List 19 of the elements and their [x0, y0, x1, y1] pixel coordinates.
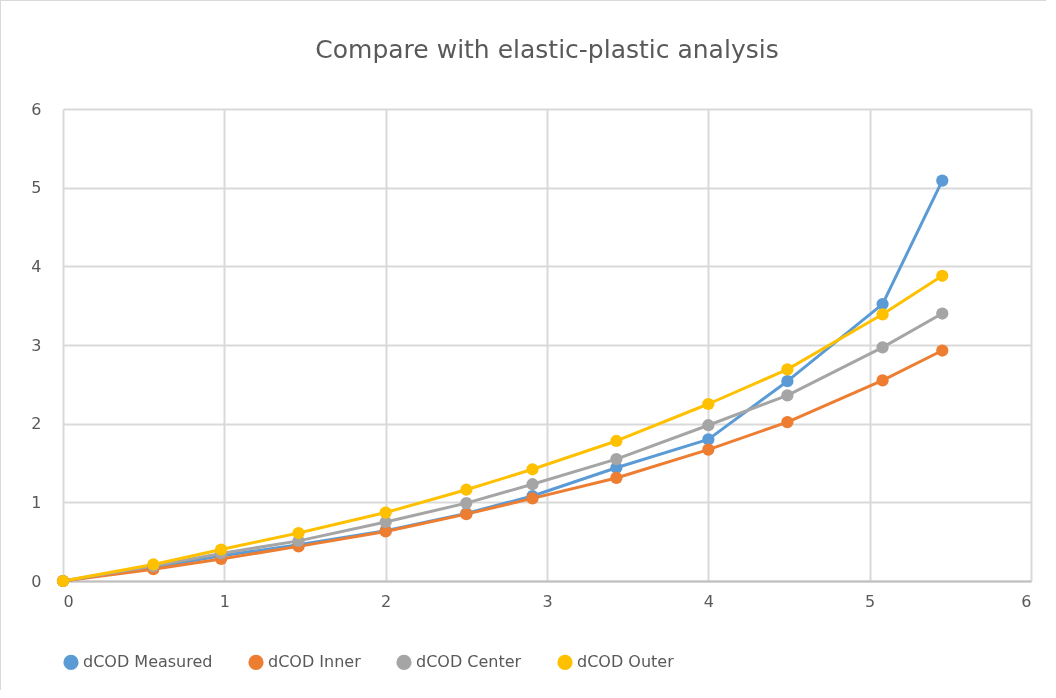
x-tick-label: 4 — [703, 591, 714, 611]
x-tick-label: 1 — [219, 591, 230, 611]
y-tick-label: 6 — [31, 99, 42, 119]
legend-label: dCOD Inner — [268, 652, 362, 672]
y-tick-label: 1 — [31, 492, 42, 512]
chart-title: Compare with elastic-plastic analysis — [315, 35, 779, 64]
x-tick-label: 6 — [1021, 591, 1032, 611]
y-tick-label: 0 — [31, 571, 42, 591]
y-tick-label: 3 — [31, 335, 42, 355]
y-tick-label: 4 — [31, 256, 42, 276]
x-tick-label: 0 — [63, 591, 74, 611]
legend-label: dCOD Outer — [577, 652, 675, 672]
y-tick-label: 2 — [31, 414, 42, 434]
x-tick-label: 3 — [542, 591, 553, 611]
legend-label: dCOD Center — [416, 652, 522, 672]
y-tick-label: 5 — [31, 178, 42, 198]
legend-label: dCOD Measured — [83, 652, 213, 672]
x-tick-label: 5 — [865, 591, 876, 611]
x-tick-label: 2 — [381, 591, 392, 611]
